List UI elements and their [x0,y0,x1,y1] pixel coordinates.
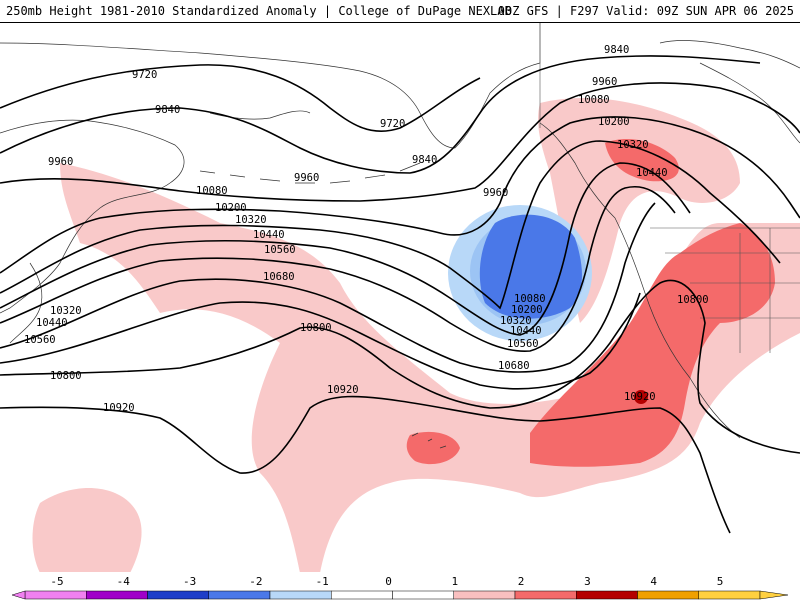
contour-label: 10680 [263,271,295,283]
contour-label: 10200 [215,202,247,214]
contour-label: 10560 [507,338,539,350]
coastline [0,119,185,314]
legend-tick-label: -2 [249,575,263,588]
contour-label: 10800 [300,322,332,334]
coastline [411,432,447,449]
contour-label: 10080 [514,293,546,305]
contour-label: 9720 [132,69,157,81]
contour-label: 10320 [50,305,82,317]
contour-label: 10440 [36,317,68,329]
legend-color-swatch [208,590,271,600]
legend-right-arrow [759,590,789,600]
contour-label: 10080 [578,94,610,106]
contour-label: 10560 [24,334,56,346]
coastline [659,40,800,69]
legend-color-swatch [86,590,148,600]
legend-left-arrow [11,590,26,600]
contour-label: 10920 [327,384,359,396]
legend-tick-label: 1 [451,575,459,588]
contour-label: 10320 [617,139,649,151]
contour-label: 10440 [510,325,542,337]
contour-10440 [0,186,676,352]
model-valid-time: 00Z GFS | F297 Valid: 09Z SUN APR 06 202… [497,4,794,18]
contour-label: 9960 [48,156,73,168]
contour-label: 9840 [412,154,437,166]
legend-tick-label: 3 [584,575,591,588]
contour-label: 10200 [511,304,543,316]
legend-color-swatch [269,590,332,600]
contour-10080 [0,116,800,274]
contour-label: 9720 [380,118,405,130]
contour-label: 10560 [264,244,296,256]
legend-tick-label: -5 [50,575,64,588]
legend-bar [11,590,789,600]
map-svg: 9720 9720 9840 9840 9840 9960 9960 9960 … [0,23,800,573]
contour-label: 10680 [498,360,530,372]
coastline [0,42,456,149]
contour-10680 [0,292,641,390]
legend-color-swatch [637,590,699,600]
boundary [650,227,800,353]
contour-label: 10200 [598,116,630,128]
legend-tick-label: -1 [315,575,329,588]
legend-tick-label: 2 [517,575,525,588]
strong-positive-anomaly [605,138,679,182]
contour-10920 [0,395,731,534]
legend-color-swatch [514,590,577,600]
coastline [199,162,421,184]
height-contours [0,55,800,534]
extreme-positive-anomaly [634,390,648,404]
contour-label: 10440 [636,167,668,179]
contour-10560 [0,202,656,373]
contour-label: 10800 [677,294,709,306]
legend-color-swatch [392,590,454,600]
contour-label: 10920 [103,402,135,414]
strong-positive-anomaly [406,431,460,465]
contour-label: 9840 [604,44,629,56]
coastline [699,62,800,144]
legend-color-swatch [24,590,87,600]
coastline [539,122,741,439]
map-panel: 9720 9720 9840 9840 9840 9960 9960 9960 … [0,22,800,573]
legend-tick-label: -4 [116,575,130,588]
color-scale-legend: -5 -4 -3 -2 -1 0 1 2 3 4 5 [0,572,800,600]
contour-labels: 9720 9720 9840 9840 9840 9960 9960 9960 … [24,44,709,414]
legend-tick-label: 4 [650,575,657,588]
header: 250mb Height 1981-2010 Standardized Anom… [0,0,800,22]
contour-10800 [0,279,800,454]
positive-anomaly-region [60,163,800,573]
contour-label: 10320 [235,214,267,226]
legend-color-swatch [576,590,638,600]
contour-9840 [0,55,761,174]
legend-color-swatch [147,590,209,600]
legend-tick-label: -3 [182,575,197,588]
coastline [454,23,541,149]
anomaly-shading [32,98,800,573]
contour-label: 9960 [483,187,508,199]
legend-color-swatch [331,590,393,600]
positive-anomaly-region [32,488,142,573]
contour-label: 9840 [155,104,180,116]
contour-10320 [0,162,691,336]
legend-color-swatch [453,590,516,600]
contour-label: 10920 [624,391,656,403]
coastline [9,262,43,344]
map-title: 250mb Height 1981-2010 Standardized Anom… [6,4,512,18]
contour-label: 10800 [50,370,82,382]
contour-label: 10440 [253,229,285,241]
contour-9720 [0,64,481,132]
contour-label: 10080 [196,185,228,197]
strong-positive-anomaly [530,223,775,467]
contour-label: 9960 [294,172,319,184]
legend-color-swatch [698,590,761,600]
contour-10200 [0,140,781,310]
legend-tick-label: 0 [385,575,392,588]
coastlines [0,23,800,449]
contour-9960 [0,82,800,202]
legend-tick-label: 5 [716,575,724,588]
contour-label: 10320 [500,315,532,327]
contour-label: 9960 [592,76,617,88]
